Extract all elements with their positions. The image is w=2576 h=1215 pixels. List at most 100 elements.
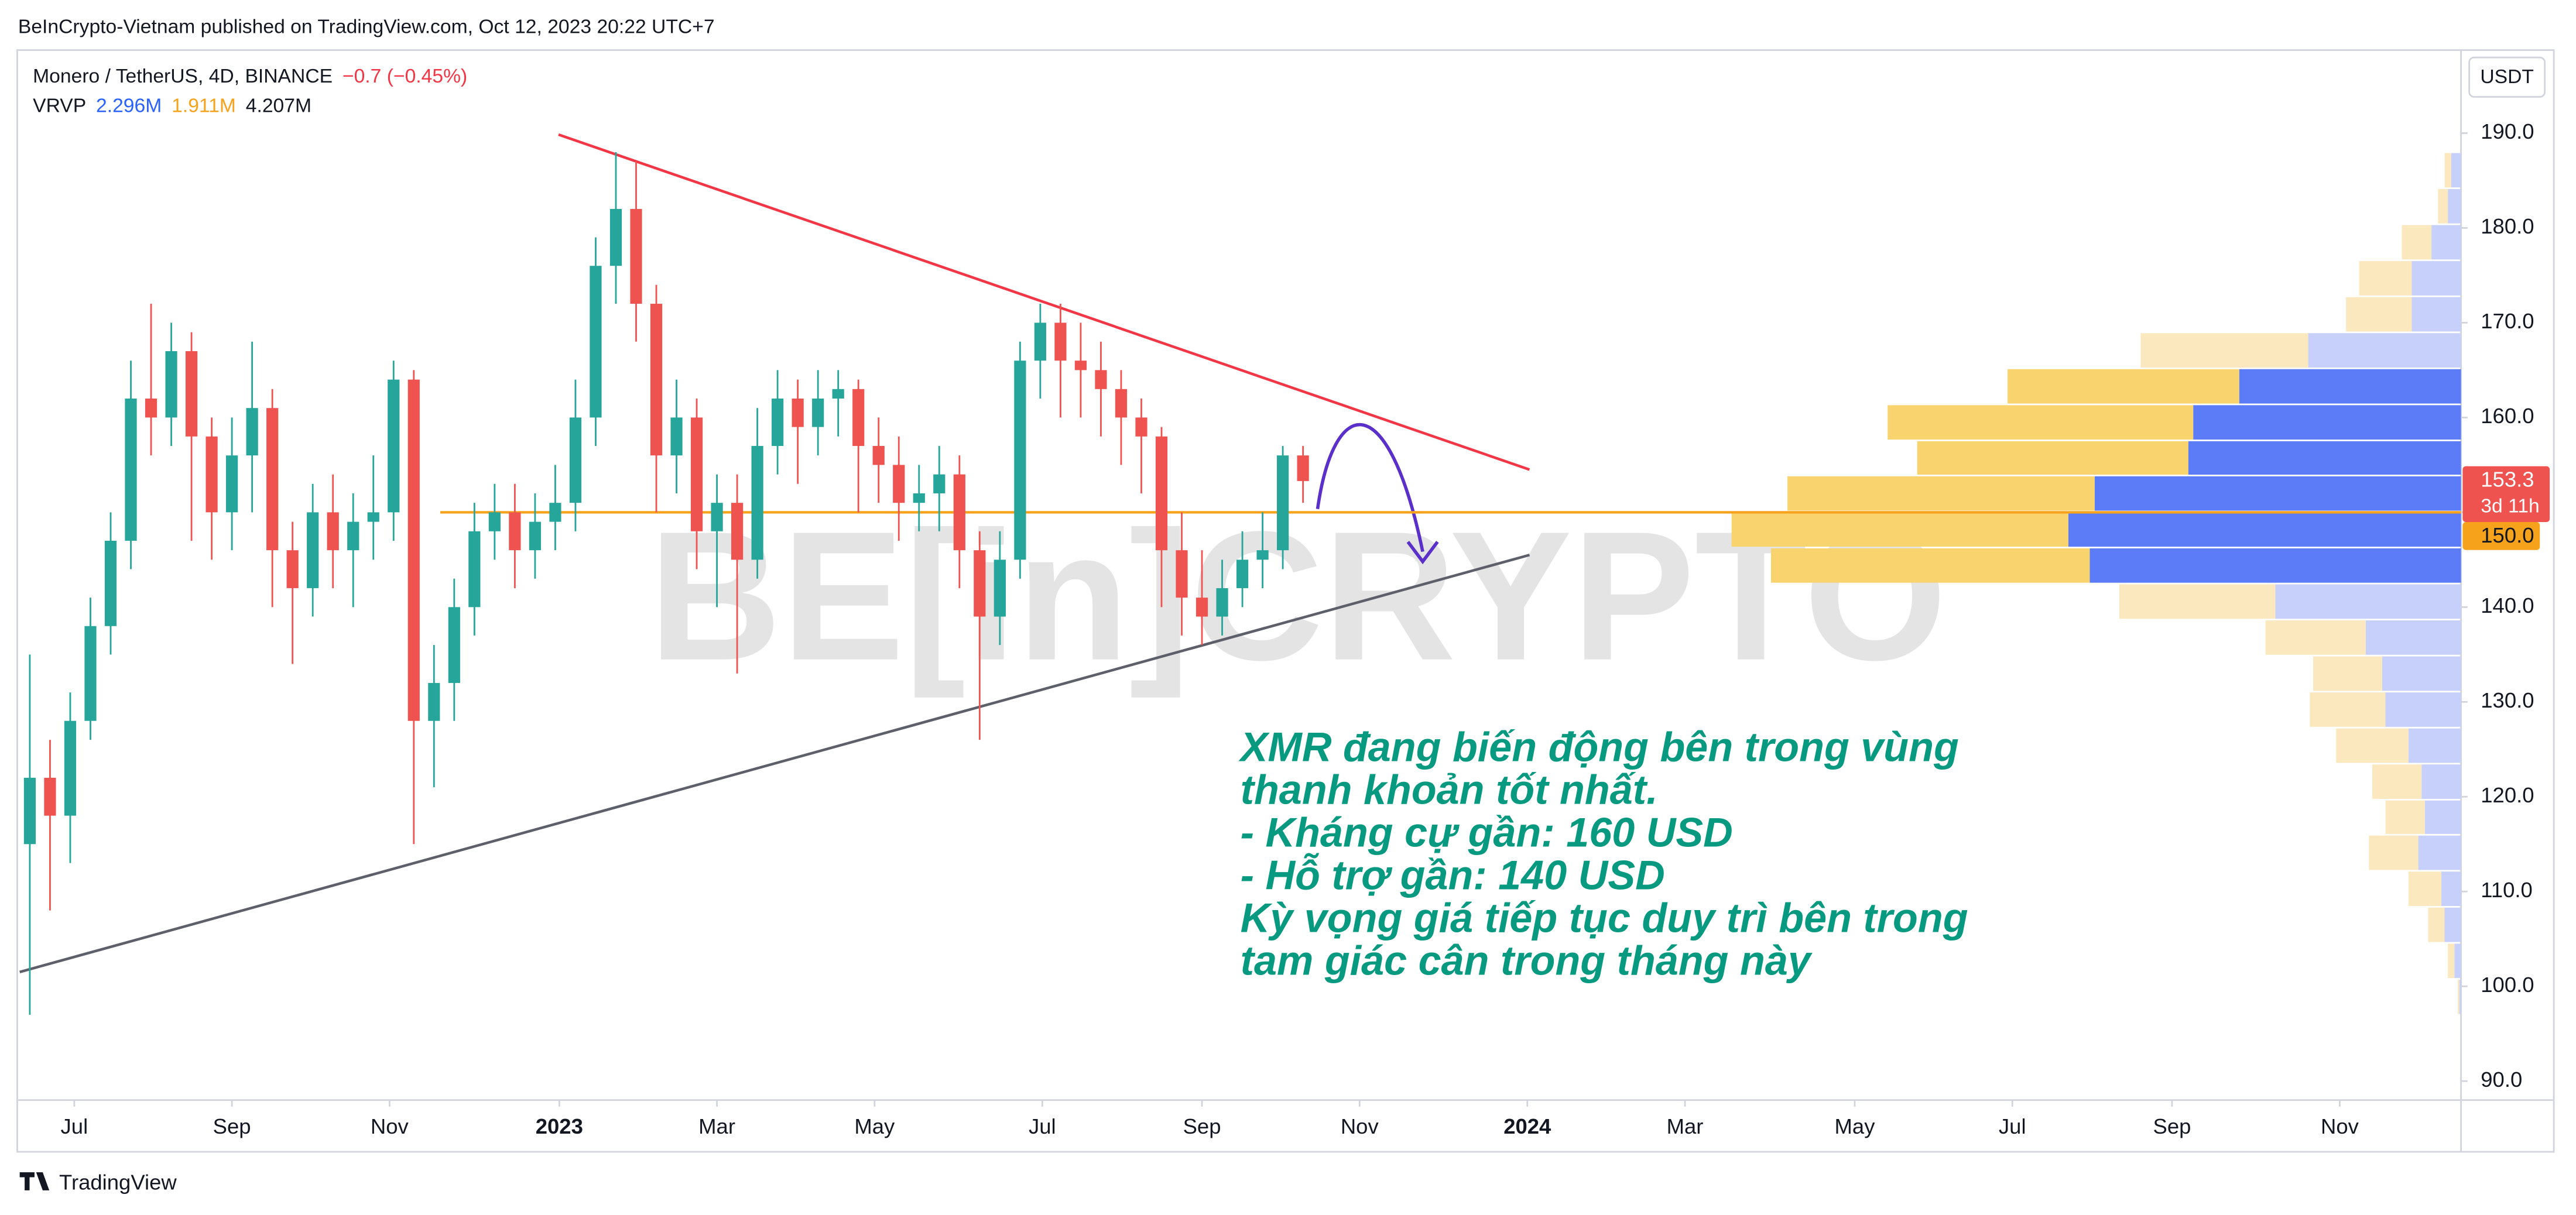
candle-body (1236, 560, 1249, 588)
candle-body (1074, 361, 1087, 370)
projection-arrowhead (1406, 541, 1439, 565)
profile-up-bar (2308, 333, 2461, 368)
last-price-label: 153.3 (2481, 468, 2534, 492)
candle-body (468, 531, 481, 608)
candle-body (1115, 389, 1128, 418)
profile-up-bar (2454, 943, 2461, 979)
level-price-box (2462, 522, 2540, 550)
indicator: VRVP (33, 95, 86, 116)
candle-body (1297, 455, 1309, 481)
volume-profile (1731, 153, 2461, 1014)
candle-body (104, 540, 117, 626)
candle-body (1176, 550, 1188, 598)
annotation-line: - Hỗ trợ gần: 140 USD (1241, 852, 1665, 898)
candle-body (266, 408, 279, 551)
profile-down-bar (2438, 189, 2448, 224)
candle-body (994, 560, 1006, 617)
candle-body (367, 512, 379, 522)
candle-body (1095, 370, 1107, 389)
annotation-line: tam giác cân trong tháng này (1241, 938, 1813, 983)
x-tick-label: Mar (1667, 1114, 1704, 1138)
candle-body (165, 351, 177, 418)
profile-up-bar (2448, 189, 2461, 224)
candle-body (933, 474, 946, 493)
annotation-line: Kỳ vọng giá tiếp tục duy trì bên trong (1241, 895, 1968, 941)
candle-body (1155, 436, 1168, 551)
candle-body (529, 521, 542, 551)
profile-up-bar (2382, 656, 2461, 691)
candle-body (1034, 322, 1046, 361)
y-tick-label: 140.0 (2481, 593, 2534, 617)
profile-up-bar (2188, 441, 2461, 475)
candle-body (852, 389, 865, 446)
x-tick-label: Jul (61, 1114, 88, 1138)
candle-body (711, 503, 723, 531)
x-tick-label: May (1835, 1114, 1876, 1138)
profile-down-bar (2313, 656, 2382, 691)
tradingview-logo (19, 1172, 50, 1190)
y-tick-label: 130.0 (2481, 688, 2534, 712)
profile-down-bar (1787, 476, 2095, 511)
drawings (19, 133, 2461, 973)
candle-body (772, 398, 784, 446)
profile-down-bar (2346, 297, 2412, 332)
axes: 90.0 100.0 110.0 120.0 130.0 140.0 150.0 160.0 1… (61, 119, 2550, 1138)
candle-body (792, 398, 804, 427)
indicator-value: 1.911M (172, 95, 236, 116)
profile-up-bar (2444, 907, 2461, 942)
candles (23, 152, 1309, 1015)
y-tick-label: 160.0 (2481, 404, 2534, 428)
annotation-line: XMR đang biến động bên trong vùng (1238, 725, 1959, 770)
profile-down-bar (2369, 835, 2419, 870)
candle-body (23, 777, 36, 845)
countdown: 3d 11h (2481, 496, 2539, 517)
candle-body (347, 521, 359, 551)
candle-body (569, 417, 582, 503)
candle-body (893, 465, 905, 503)
profile-down-bar (2336, 728, 2409, 763)
x-tick-label: 2024 (1503, 1114, 1551, 1138)
candle-body (650, 304, 663, 456)
profile-down-bar (2008, 369, 2239, 404)
y-tick-label: 90.0 (2481, 1068, 2522, 1092)
last-price-box (2462, 466, 2550, 523)
x-tick-label: May (854, 1114, 895, 1138)
profile-up-bar (2411, 261, 2461, 296)
candle-body (1216, 588, 1228, 617)
x-tick-label: Nov (1341, 1114, 1379, 1138)
profile-up-bar (2459, 979, 2461, 1014)
x-tick-label: Nov (371, 1114, 409, 1138)
indicator-legend: VRVP 2.296M 1.911M 4.207M (33, 95, 311, 116)
profile-up-bar (2365, 620, 2461, 655)
currency-box[interactable] (2468, 56, 2546, 98)
resistance-trendline (558, 133, 1530, 471)
change: −0.7 (−0.45%) (342, 66, 467, 87)
profile-down-bar (2385, 800, 2425, 834)
indicator-value: 4.207M (246, 95, 311, 116)
candle-body (64, 720, 77, 816)
candle-body (812, 398, 824, 427)
annotation-line: - Kháng cự gần: 160 USD (1241, 809, 1733, 855)
watermark: BE[in]CRYPTO (649, 493, 1947, 700)
candle-body (913, 493, 925, 503)
profile-up-bar (2385, 692, 2461, 727)
profile-up-bar (2418, 835, 2461, 870)
candle-body (731, 503, 744, 560)
profile-down-bar (2310, 692, 2386, 727)
projection-arrow (1316, 423, 1424, 552)
candle-body (1135, 417, 1147, 437)
candle-body (205, 436, 218, 513)
candle-body (1277, 455, 1289, 551)
profile-up-bar (2421, 764, 2461, 799)
candle-body (125, 398, 137, 541)
x-tick-label: Jul (1029, 1114, 1056, 1138)
currency: USDT (2480, 66, 2534, 88)
level-price-label: 150.0 (2481, 523, 2534, 547)
x-tick-label: Nov (2321, 1114, 2359, 1138)
candle-body (549, 503, 561, 522)
candle-body (84, 626, 97, 721)
candle-body (974, 550, 986, 617)
candle-body (448, 607, 460, 683)
